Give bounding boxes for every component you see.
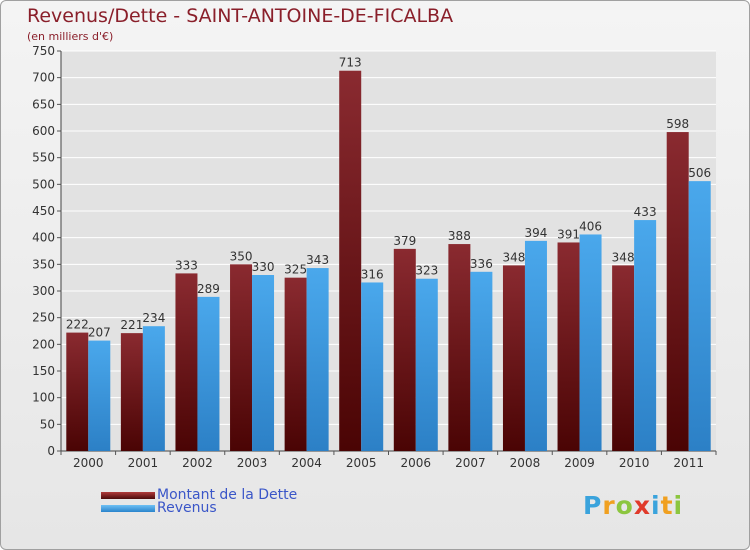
bar-revenus (634, 220, 657, 451)
y-tick-label: 450 (32, 204, 55, 218)
y-tick-label: 250 (32, 311, 55, 325)
bar-dette (120, 333, 143, 451)
legend-swatch-dette (101, 492, 155, 499)
bar-revenus (415, 278, 438, 451)
bar-dette (66, 332, 89, 451)
bar-revenus (524, 240, 547, 451)
x-tick-label: 2001 (128, 456, 159, 470)
x-tick-label: 2002 (182, 456, 213, 470)
data-label: 598 (666, 117, 689, 131)
logo-letter: o (615, 491, 634, 520)
legend-label-dette: Montant de la Dette (157, 487, 298, 503)
bar-revenus (197, 296, 220, 451)
y-tick-label: 600 (32, 124, 55, 138)
data-label: 330 (252, 260, 275, 274)
y-tick-label: 50 (40, 417, 55, 431)
logo-letter: P (583, 491, 603, 520)
y-tick-label: 500 (32, 177, 55, 191)
y-tick-label: 200 (32, 337, 55, 351)
data-label: 350 (230, 249, 253, 263)
logo-letter: r (602, 491, 616, 520)
bar-revenus (470, 271, 493, 451)
y-tick-label: 650 (32, 97, 55, 111)
bar-revenus (579, 234, 602, 451)
proxiti-logo: Proxiti (583, 491, 683, 520)
data-label: 506 (688, 166, 711, 180)
data-label: 391 (557, 227, 580, 241)
bar-revenus (688, 181, 711, 451)
data-label: 333 (175, 258, 198, 272)
data-label: 348 (503, 250, 526, 264)
bar-dette (393, 248, 416, 451)
bar-dette (448, 244, 471, 451)
data-label: 221 (120, 318, 143, 332)
y-tick-label: 150 (32, 364, 55, 378)
bar-dette (502, 265, 525, 451)
data-label: 433 (634, 205, 657, 219)
data-label: 348 (612, 250, 635, 264)
logo-letter: i (651, 491, 661, 520)
chart-subtitle: (en milliers d'€) (27, 30, 114, 43)
legend-label-revenus: Revenus (157, 500, 217, 516)
x-tick-label: 2011 (673, 456, 704, 470)
y-tick-label: 0 (47, 444, 55, 458)
data-label: 323 (415, 264, 438, 278)
x-tick-label: 2005 (346, 456, 377, 470)
data-label: 316 (361, 267, 384, 281)
bar-dette (230, 264, 253, 451)
y-tick-label: 350 (32, 257, 55, 271)
logo-letter: i (673, 491, 684, 520)
bar-revenus (361, 282, 384, 451)
bar-revenus (306, 268, 329, 451)
x-tick-label: 2003 (237, 456, 268, 470)
data-label: 379 (393, 234, 416, 248)
bar-dette (175, 273, 198, 451)
data-label: 713 (339, 56, 362, 70)
data-label: 343 (306, 253, 329, 267)
bar-dette (612, 265, 635, 451)
bar-dette (666, 132, 689, 452)
x-tick-label: 2004 (291, 456, 322, 470)
data-label: 207 (88, 326, 111, 340)
bar-dette (284, 277, 307, 451)
data-label: 289 (197, 282, 220, 296)
legend-swatch-revenus (101, 505, 155, 512)
bar-dette (557, 242, 580, 451)
data-label: 222 (66, 318, 89, 332)
y-tick-label: 400 (32, 231, 55, 245)
data-label: 394 (525, 226, 548, 240)
y-tick-label: 550 (32, 151, 55, 165)
bar-dette (339, 70, 362, 451)
x-tick-label: 2007 (455, 456, 486, 470)
bar-revenus (88, 340, 111, 451)
data-label: 325 (284, 263, 307, 277)
x-tick-label: 2006 (401, 456, 432, 470)
logo-letter: t (660, 491, 674, 520)
y-tick-label: 300 (32, 284, 55, 298)
x-tick-label: 2008 (510, 456, 541, 470)
logo-letter: x (633, 491, 651, 520)
x-tick-label: 2010 (619, 456, 650, 470)
y-tick-label: 100 (32, 391, 55, 405)
bar-revenus (252, 275, 275, 451)
x-tick-label: 2009 (564, 456, 595, 470)
data-label: 406 (579, 219, 602, 233)
data-label: 336 (470, 257, 493, 271)
x-tick-label: 2000 (73, 456, 104, 470)
chart-title: Revenus/Dette - SAINT-ANTOINE-DE-FICALBA (27, 5, 454, 27)
data-label: 388 (448, 229, 471, 243)
data-label: 234 (142, 311, 165, 325)
y-tick-label: 700 (32, 71, 55, 85)
y-tick-label: 750 (32, 44, 55, 58)
bar-revenus (142, 326, 165, 451)
plot-area (61, 51, 716, 451)
